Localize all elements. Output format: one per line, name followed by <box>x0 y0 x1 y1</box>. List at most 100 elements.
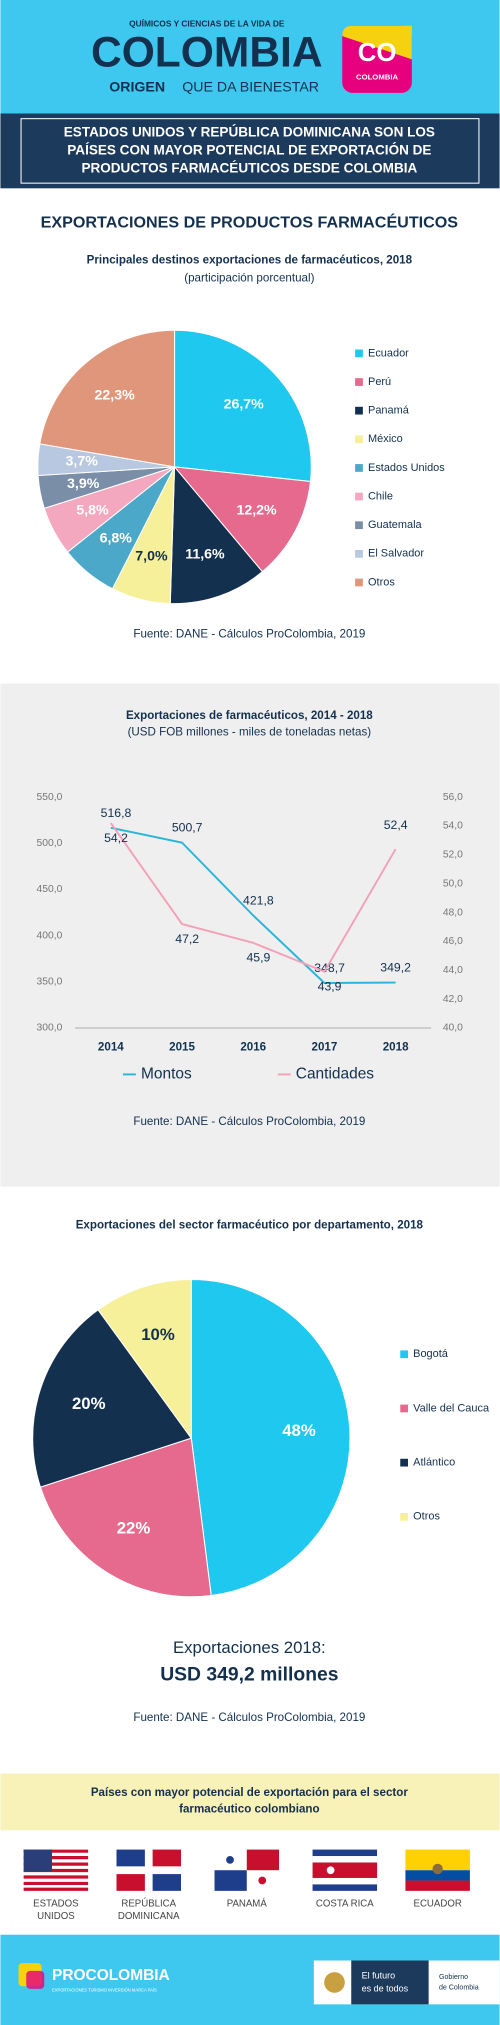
data-label: 10% <box>141 1325 175 1344</box>
chart-title: Principales destinos exportaciones de fa… <box>87 254 413 267</box>
header-brand: COLOMBIA <box>91 29 323 77</box>
legend-label: El Salvador <box>368 548 424 560</box>
legend-label: Montos <box>141 1066 192 1083</box>
y2-tick-label: 50,0 <box>443 878 463 889</box>
summary: Exportaciones 2018: <box>173 1638 326 1657</box>
country-name: ESTADOS <box>33 1898 78 1909</box>
data-label: 45,9 <box>246 951 270 965</box>
data-label: 12,2% <box>236 502 277 518</box>
chart-title: Exportaciones de farmacéuticos, 2014 - 2… <box>126 709 373 722</box>
y2-tick-label: 48,0 <box>443 907 463 918</box>
legend-swatch <box>400 1404 409 1413</box>
gov-shield <box>324 1972 345 1993</box>
x-tick-label: 2017 <box>312 1040 338 1053</box>
legend-label: Cantidades <box>296 1066 375 1083</box>
countries-title: Países con mayor potencial de exportació… <box>91 1786 409 1799</box>
pie-slice <box>97 1278 192 1440</box>
header-tagline: QUÍMICOS Y CIENCIAS DE LA VIDA DE <box>129 18 285 29</box>
gov-text: El futuro <box>362 1970 396 1980</box>
legend-swatch <box>355 492 363 501</box>
series-line <box>110 826 396 984</box>
country-name: REPÚBLICA <box>121 1898 176 1909</box>
x-tick-label: 2016 <box>240 1040 266 1053</box>
source: Fuente: DANE - Cálculos ProColombia, 201… <box>133 1711 365 1724</box>
y2-tick-label: 44,0 <box>443 965 463 976</box>
pie-slice <box>190 1278 351 1597</box>
legend-swatch <box>355 435 363 444</box>
y-tick-label: 500,0 <box>37 838 63 849</box>
data-label: 47,2 <box>175 932 199 946</box>
legend-swatch <box>355 464 363 472</box>
header-bg <box>0 0 500 114</box>
data-label: 5,8% <box>76 502 109 518</box>
data-label: 22,3% <box>95 388 136 404</box>
data-label: 7,0% <box>135 549 168 565</box>
pie-slice <box>169 465 264 605</box>
gov-text: Gobierno <box>439 1973 468 1981</box>
legend-label: Otros <box>368 576 395 588</box>
flag-do <box>116 1849 181 1891</box>
chart-subtitle: (USD FOB millones - miles de toneladas n… <box>128 726 372 739</box>
legend-label: Ecuador <box>368 347 409 359</box>
footer-brand: PROCOLOMBIA <box>52 1967 170 1984</box>
gov-text: de Colombia <box>439 1983 479 1991</box>
x-tick-label: 2015 <box>169 1040 195 1053</box>
headline: PAÍSES CON MAYOR POTENCIAL DE EXPORTACIÓ… <box>67 142 431 157</box>
y-tick-label: 450,0 <box>37 884 63 895</box>
data-label: 20% <box>72 1394 106 1413</box>
y2-tick-label: 54,0 <box>443 821 463 832</box>
data-label: 3,7% <box>66 454 99 470</box>
legend-label: Guatemala <box>368 519 422 531</box>
footer-logo <box>26 1970 45 1989</box>
data-label: 349,2 <box>380 961 411 975</box>
data-label: 54,2 <box>104 831 128 845</box>
pie-slice <box>174 329 312 483</box>
legend-swatch <box>355 578 363 587</box>
line-section-bg <box>0 683 500 1187</box>
data-label: 3,9% <box>67 476 100 492</box>
x-tick-label: 2018 <box>383 1040 409 1053</box>
data-label: 500,7 <box>172 821 203 835</box>
legend-swatch <box>400 1512 409 1521</box>
legend-label: Atlántico <box>413 1457 455 1469</box>
y-tick-label: 300,0 <box>37 1023 63 1034</box>
flag-cr <box>312 1849 378 1891</box>
legend-swatch <box>355 406 363 415</box>
data-label: 48% <box>282 1421 316 1440</box>
legend-label: Chile <box>368 490 393 502</box>
flag-us <box>23 1849 89 1891</box>
legend-swatch <box>400 1350 409 1359</box>
country-name: UNIDOS <box>37 1911 75 1922</box>
legend-swatch <box>355 549 363 558</box>
x-tick-label: 2014 <box>98 1040 124 1053</box>
legend-swatch <box>400 1458 409 1467</box>
data-label: 6,8% <box>100 531 133 547</box>
legend-label: Panamá <box>368 405 410 417</box>
legend-label: Estados Unidos <box>368 462 445 474</box>
data-label: 52,4 <box>384 818 408 832</box>
pie-slice <box>32 1309 193 1488</box>
badge-shape <box>342 25 412 60</box>
country-name: PANAMÁ <box>227 1898 268 1909</box>
data-label: 26,7% <box>224 397 265 413</box>
series-line <box>110 822 397 973</box>
y2-tick-label: 46,0 <box>443 936 463 947</box>
legend-label: Bogotá <box>413 1348 449 1360</box>
footer-tagline: EXPORTACIONES TURISMO INVERSIÓN MARCA PA… <box>52 1987 157 1992</box>
headline-frame <box>20 118 480 184</box>
flag-pa <box>214 1849 280 1891</box>
y2-tick-label: 40,0 <box>443 1023 463 1034</box>
countries-title: farmacéutico colombiano <box>179 1803 319 1816</box>
country-name: DOMINICANA <box>118 1911 180 1922</box>
country-name: ECUADOR <box>414 1898 462 1909</box>
legend-label: Perú <box>368 376 391 388</box>
gov-text: es de todos <box>362 1983 409 1993</box>
data-label: 421,8 <box>243 894 274 908</box>
data-label: 43,9 <box>318 979 342 993</box>
legend-swatch <box>355 521 363 530</box>
section-title: EXPORTACIONES DE PRODUCTOS FARMACÉUTICOS <box>41 212 459 231</box>
y-tick-label: 550,0 <box>37 792 63 803</box>
legend-label: Valle del Cauca <box>413 1402 490 1414</box>
source: Fuente: DANE - Cálculos ProColombia, 201… <box>133 1115 365 1128</box>
y2-tick-label: 42,0 <box>443 994 463 1005</box>
